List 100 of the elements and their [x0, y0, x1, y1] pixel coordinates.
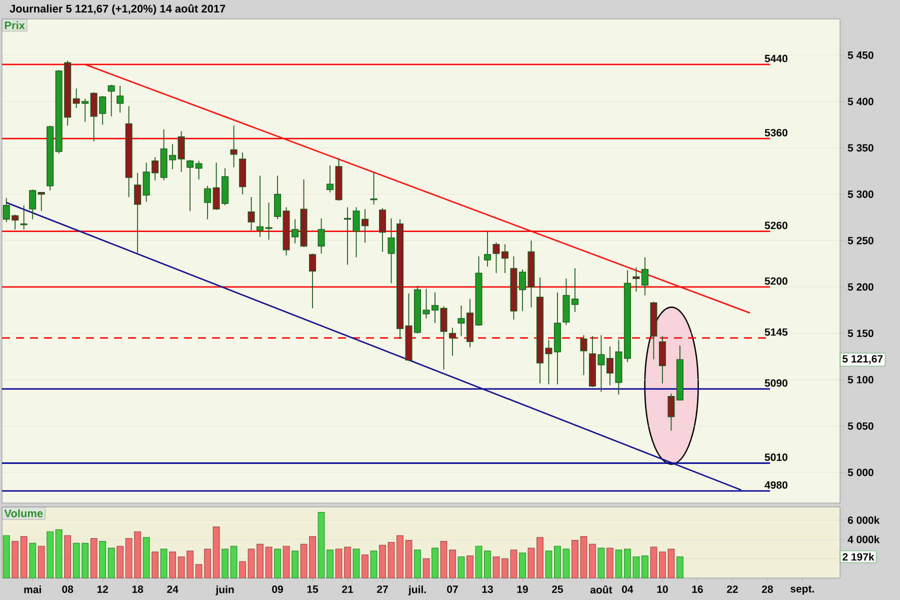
bar	[405, 540, 412, 578]
candlestick	[484, 230, 491, 268]
bar	[46, 531, 54, 578]
candlestick	[326, 165, 334, 193]
x-tick-label: juil.	[408, 586, 426, 596]
y-tick-label: 5 000	[848, 468, 874, 476]
candlestick	[230, 125, 238, 168]
bar	[598, 548, 605, 578]
bar	[379, 544, 386, 578]
candlestick	[668, 393, 675, 432]
x-tick-label: 12	[97, 586, 108, 593]
x-tick-label: 15	[307, 586, 318, 593]
x-tick-label: 19	[517, 586, 528, 593]
x-tick-label: 22	[726, 586, 738, 593]
bar	[388, 542, 395, 578]
y-tick-label: 5 200	[848, 283, 874, 291]
bar	[676, 556, 684, 578]
bar	[606, 548, 614, 578]
bar	[466, 555, 474, 578]
y-tick-label: 4 000k	[848, 536, 880, 544]
bar	[484, 550, 491, 578]
x-tick-label: 07	[447, 586, 458, 593]
bar	[352, 548, 360, 578]
bar	[545, 550, 552, 578]
x-tick-label: 09	[272, 586, 283, 593]
bar	[64, 535, 72, 578]
candlestick	[344, 206, 352, 266]
ref-line-label: 5090	[764, 379, 788, 387]
candlestick	[108, 84, 115, 117]
text: 2 197k	[842, 552, 874, 561]
bar	[362, 554, 368, 578]
bar	[615, 550, 622, 578]
candlestick	[20, 204, 28, 230]
bar	[212, 526, 220, 578]
bar	[160, 548, 168, 578]
candlestick	[256, 175, 264, 238]
bar	[536, 537, 544, 578]
x-tick-label: août	[590, 586, 612, 594]
ref-line-label: 5260	[764, 222, 788, 230]
bar	[29, 542, 36, 578]
bar	[142, 537, 150, 578]
candlestick	[195, 160, 202, 180]
bar	[650, 546, 658, 578]
bar	[510, 550, 518, 578]
x-tick-label: 27	[377, 586, 388, 593]
candlestick	[116, 85, 124, 114]
x-tick-label: 24	[167, 586, 178, 593]
candlestick	[265, 202, 272, 240]
x-tick-label: juin	[216, 586, 234, 596]
bar	[449, 550, 456, 578]
bar	[370, 550, 378, 578]
bar	[422, 558, 430, 578]
x-tick-label: 21	[342, 586, 354, 593]
x-tick-label: 16	[692, 586, 703, 593]
y-tick-label: 5 100	[848, 376, 874, 384]
bar	[20, 536, 28, 578]
candlestick	[379, 208, 386, 252]
x-tick-label: 25	[552, 586, 563, 593]
bar	[528, 548, 535, 578]
x-tick-label: sept.	[790, 586, 814, 595]
x-tick-label: 04	[622, 586, 634, 593]
bar	[169, 552, 176, 578]
candlestick	[370, 172, 378, 205]
bar	[222, 548, 229, 578]
x-tick-label: 13	[482, 586, 493, 593]
chart-title: Journalier 5 121,67 (+1,20%) 14 août 2017	[10, 4, 226, 15]
candlestick	[38, 192, 45, 212]
bar	[99, 540, 106, 578]
bar	[432, 548, 438, 578]
bar	[239, 561, 246, 578]
bar	[641, 555, 648, 578]
bar	[519, 552, 526, 578]
bar	[292, 550, 298, 578]
candlestick	[318, 218, 325, 254]
candlestick	[186, 159, 194, 212]
bar	[440, 540, 448, 578]
candlestick	[29, 189, 36, 220]
candlestick	[248, 196, 255, 231]
bar	[116, 546, 124, 578]
candlestick	[641, 256, 648, 296]
candlestick	[178, 130, 185, 172]
y-tick-label: 5 400	[848, 98, 874, 106]
bar	[414, 550, 421, 578]
y-tick-label: 6 000k	[848, 516, 880, 524]
x-tick-label: 28	[762, 586, 773, 593]
candlestick	[458, 305, 465, 337]
y-axis-title: Volume	[4, 509, 43, 518]
candlestick	[571, 268, 578, 312]
bar	[12, 540, 19, 578]
bar	[55, 529, 62, 578]
y-tick-label: 5 350	[848, 144, 874, 152]
y-tick-label: 5 300	[848, 190, 874, 198]
bar	[108, 548, 115, 578]
y-tick-label: 5 250	[848, 236, 874, 244]
bar	[502, 558, 508, 578]
bar	[38, 546, 45, 578]
candlestick	[309, 253, 316, 309]
ref-line-label: 5200	[764, 277, 788, 285]
bar	[282, 546, 290, 578]
y-tick-label: 5 050	[848, 422, 874, 430]
